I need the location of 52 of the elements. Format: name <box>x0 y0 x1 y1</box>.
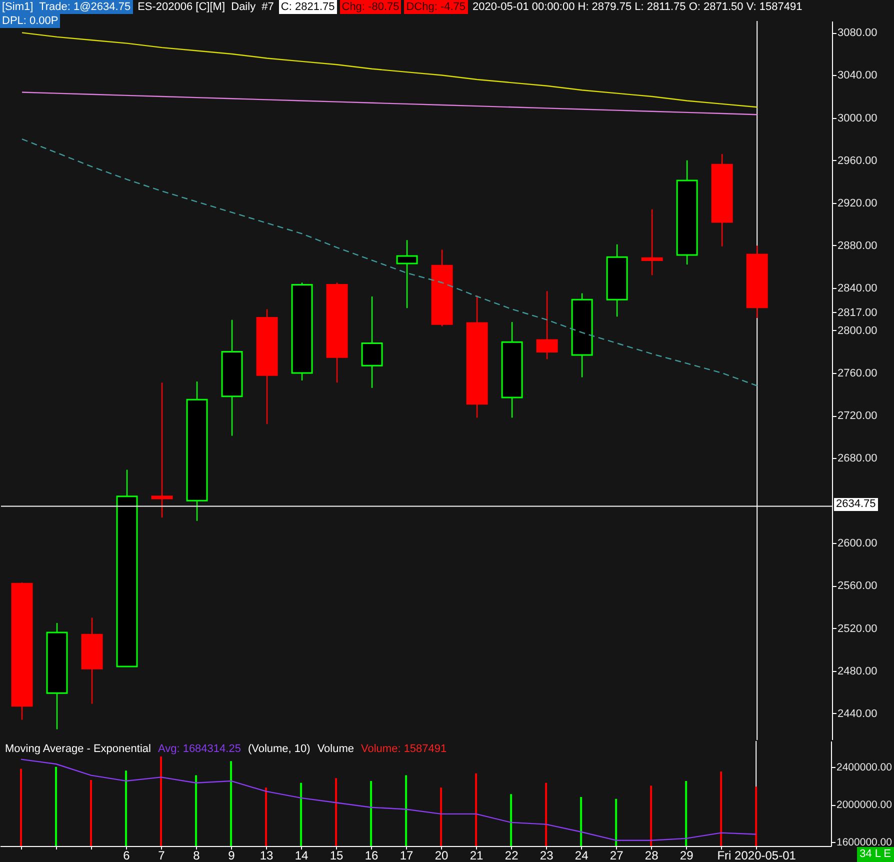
annotation: Avg: 1684314.25 <box>156 742 242 756</box>
annotation: (Volume, 10) <box>246 742 312 756</box>
text: C: 2821.75 <box>278 0 337 14</box>
annotation: Moving Average - Exponential <box>4 742 152 756</box>
x-tick-label: 13 <box>260 848 274 862</box>
y-tick-label: 2600.00 <box>838 538 878 550</box>
annotation: DPL: 0.00P <box>0 14 60 28</box>
x-tick-label: 29 <box>680 848 694 862</box>
text: DChg: -4.75 <box>404 0 468 14</box>
y-tick-label: 2760.00 <box>838 368 878 380</box>
x-tick-label: 15 <box>330 848 344 862</box>
y-tick-label: 2440.00 <box>838 708 878 720</box>
y-tick-label: 2480.00 <box>838 665 878 678</box>
text: 34 L E <box>856 847 894 862</box>
y-tick-label: 2840.00 <box>838 282 878 294</box>
y-tick-label: 2680.00 <box>838 452 878 465</box>
y-tick-label: 1600000.00 <box>836 836 892 849</box>
text: Chg: -80.75 <box>340 0 402 14</box>
y-tick-label: 2960.00 <box>838 154 878 167</box>
x-tick-label: 16 <box>364 848 379 862</box>
y-tick-label: 2520.00 <box>838 622 878 635</box>
x-tick-label: 28 <box>644 848 659 862</box>
y-tick-label: 2720.00 <box>838 410 878 422</box>
x-tick-label: 7 <box>158 848 166 862</box>
x-tick-label: 8 <box>193 848 200 862</box>
annotation: Volume: 1587491 <box>360 742 448 756</box>
chart-title: ES-202006 [C][M] Daily #7 <box>136 0 275 14</box>
chart-subtitle: 2020-05-01 00:00:00 H: 2879.75 L: 2811.75 O: 2871.50 V: 1587491 <box>472 0 804 14</box>
x-tick-label: Fri 2020-05-01 <box>717 848 796 862</box>
y-tick-label: 2880.00 <box>838 240 878 252</box>
y-tick-label: 3080.00 <box>838 27 878 40</box>
y-tick-label: 2400000.00 <box>836 761 892 774</box>
y-tick-label: 2920.00 <box>838 197 878 210</box>
x-tick-label: 24 <box>574 848 589 862</box>
x-tick-label: 21 <box>470 848 484 862</box>
x-tick-label: 9 <box>228 848 236 862</box>
y-tick-label: 3040.00 <box>838 70 878 82</box>
x-tick-label: 22 <box>504 848 519 862</box>
x-tick-label: 23 <box>540 848 554 862</box>
ref-line-label: 2634.75 <box>834 498 878 512</box>
y-tick-label: 2000000.00 <box>836 799 892 812</box>
y-tick-label: 2800.00 <box>838 324 878 337</box>
y-tick-label: 2560.00 <box>838 580 878 592</box>
y-tick-label: 2817.00 <box>838 306 878 319</box>
x-tick-label: 14 <box>294 848 309 862</box>
x-tick-label: 27 <box>610 848 624 862</box>
x-tick-label: 6 <box>123 848 130 862</box>
y-tick-label: 3000.00 <box>838 112 878 124</box>
x-tick-label: 20 <box>434 848 449 862</box>
x-tick-label: 17 <box>400 848 414 862</box>
annotation: Volume <box>316 742 356 756</box>
text: [Sim1] Trade: 1@2634.75 <box>0 0 133 14</box>
